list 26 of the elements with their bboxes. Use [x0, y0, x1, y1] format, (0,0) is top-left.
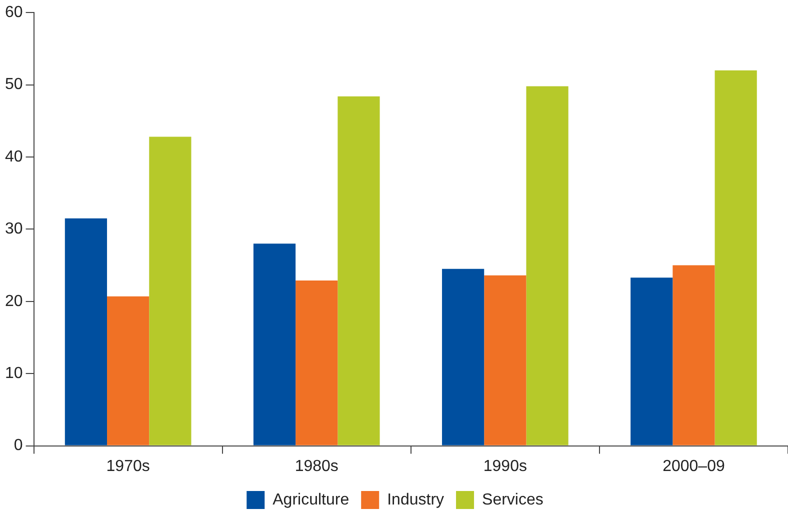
y-tick-label: 0	[14, 437, 23, 454]
bar	[672, 265, 715, 446]
bar	[149, 136, 192, 446]
y-tick-label: 20	[5, 292, 23, 310]
bar	[714, 70, 757, 446]
bar	[484, 275, 526, 446]
y-tick-label: 40	[5, 148, 23, 166]
x-tick-label: 2000–09	[662, 458, 725, 475]
bar	[338, 96, 380, 446]
bar	[630, 278, 673, 446]
y-tick-label: 10	[5, 365, 23, 382]
y-tick-label: 50	[5, 76, 23, 94]
bar	[64, 218, 108, 446]
x-tick-label: 1970s	[106, 458, 150, 475]
y-tick-label: 60	[5, 4, 23, 22]
legend-label: Industry	[387, 491, 444, 508]
bar	[442, 268, 484, 446]
bar	[296, 280, 338, 446]
bar	[526, 86, 568, 446]
y-tick-label: 30	[5, 220, 23, 238]
legend-label: Services	[482, 491, 544, 508]
x-tick-label: 1990s	[483, 458, 527, 475]
bar	[107, 296, 150, 446]
x-tick-label: 1980s	[294, 458, 338, 475]
legend-label: Agriculture	[272, 491, 350, 508]
bar	[253, 244, 296, 446]
